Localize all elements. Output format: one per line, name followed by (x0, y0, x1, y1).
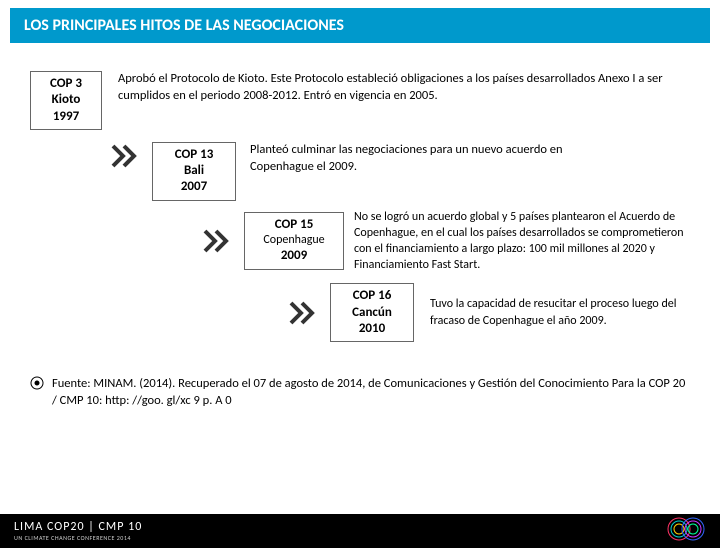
footer-logo-block: LIMA COP20 | CMP 10 UN CLIMATE CHANGE CO… (14, 520, 142, 542)
milestone-label: Kioto (39, 92, 93, 108)
milestone-label: COP 16 (339, 288, 405, 304)
chevron-right-icon (108, 142, 142, 170)
milestone-label: 2009 (253, 248, 335, 264)
page-title-bar: LOS PRINCIPALES HITOS DE LAS NEGOCIACION… (10, 8, 710, 43)
milestone-label: 2007 (161, 179, 227, 195)
milestone-label: 2010 (339, 321, 405, 337)
footer-logo-sub: UN CLIMATE CHANGE CONFERENCE 2014 (14, 534, 142, 542)
milestone-box-cop16: COP 16 Cancún 2010 (330, 283, 414, 342)
chevron-right-icon (286, 299, 320, 327)
footer-bar: LIMA COP20 | CMP 10 UN CLIMATE CHANGE CO… (0, 514, 720, 548)
milestone-desc: Planteó culminar las negociaciones para … (250, 142, 580, 176)
milestone-box-cop3: COP 3 Kioto 1997 (30, 71, 102, 130)
milestone-desc: No se logró un acuerdo global y 5 países… (354, 209, 684, 274)
bullet-icon (30, 376, 44, 395)
milestone-label: COP 15 (253, 217, 335, 233)
milestone-row-2: COP 13 Bali 2007 Planteó culminar las ne… (108, 142, 700, 201)
milestone-label: Bali (161, 163, 227, 179)
milestone-row-3: COP 15 Copenhague 2009 No se logró un ac… (200, 209, 700, 274)
milestone-label: 1997 (39, 109, 93, 125)
milestone-desc: Tuvo la capacidad de resucitar el proces… (430, 296, 690, 328)
milestone-row-4: COP 16 Cancún 2010 Tuvo la capacidad de … (286, 283, 700, 342)
milestone-label: COP 3 (39, 76, 93, 92)
milestone-label: COP 13 (161, 147, 227, 163)
milestone-row-1: COP 3 Kioto 1997 Aprobó el Protocolo de … (30, 71, 700, 130)
page-title: LOS PRINCIPALES HITOS DE LAS NEGOCIACION… (24, 16, 344, 35)
milestone-box-cop15: COP 15 Copenhague 2009 (244, 212, 344, 270)
chevron-right-icon (200, 227, 234, 255)
footer-graphic-icon (666, 516, 706, 547)
source-text: Fuente: MINAM. (2014). Recuperado el 07 … (52, 376, 690, 410)
milestone-label: Cancún (339, 305, 405, 321)
milestone-label: Copenhague (253, 233, 335, 248)
footer-logo-main: LIMA COP20 | CMP 10 (14, 520, 142, 534)
content-area: COP 3 Kioto 1997 Aprobó el Protocolo de … (0, 43, 720, 360)
milestone-box-cop13: COP 13 Bali 2007 (152, 142, 236, 201)
milestone-desc: Aprobó el Protocolo de Kioto. Este Proto… (118, 71, 678, 105)
source-row: Fuente: MINAM. (2014). Recuperado el 07 … (30, 376, 690, 410)
